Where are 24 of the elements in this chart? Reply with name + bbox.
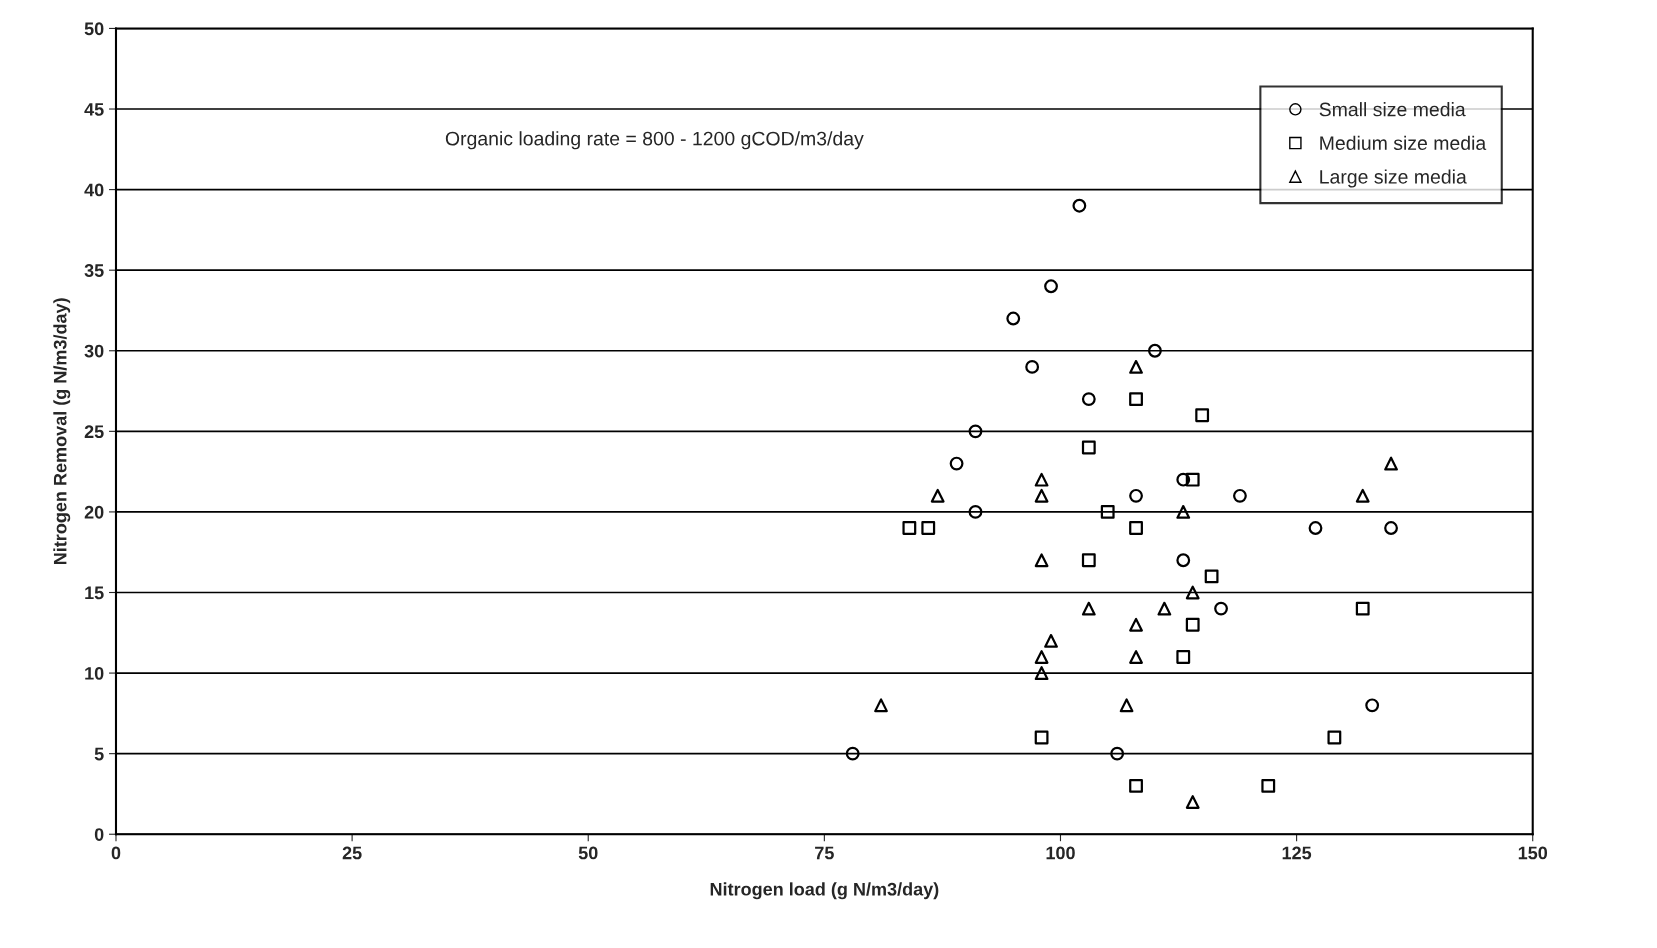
x-tick-label: 100 [1046, 846, 1075, 860]
x-tick-label: 75 [815, 846, 834, 860]
y-axis-title: Nitrogen Removal (g N/m3/day) [53, 298, 71, 565]
x-tick-label: 0 [111, 846, 121, 860]
x-tick-label: 150 [1518, 846, 1548, 860]
y-tick-label: 5 [94, 747, 104, 761]
legend-label: Medium size media [1320, 135, 1487, 151]
y-tick-label: 50 [84, 22, 104, 36]
y-tick-label: 35 [84, 264, 104, 277]
x-tick-label: 125 [1282, 846, 1312, 860]
x-tick-label: 50 [578, 846, 598, 860]
y-tick-label: 10 [85, 667, 104, 680]
annotation: Organic loading rate = 800 - 1200 gCOD/m3/day [445, 131, 864, 150]
y-tick-label: 30 [84, 344, 104, 358]
legend-label: Small size media [1319, 102, 1466, 117]
legend-label: Large size media [1320, 169, 1467, 188]
y-tick-label: 20 [84, 505, 104, 519]
y-tick-label: 0 [94, 828, 104, 841]
x-axis-title: Nitrogen load (g N/m3/day) [710, 882, 939, 900]
y-tick-label: 15 [85, 586, 104, 600]
y-tick-label: 45 [84, 103, 104, 116]
y-tick-label: 40 [84, 183, 104, 197]
y-tick-label: 25 [84, 425, 104, 439]
x-tick-label: 25 [342, 846, 362, 860]
